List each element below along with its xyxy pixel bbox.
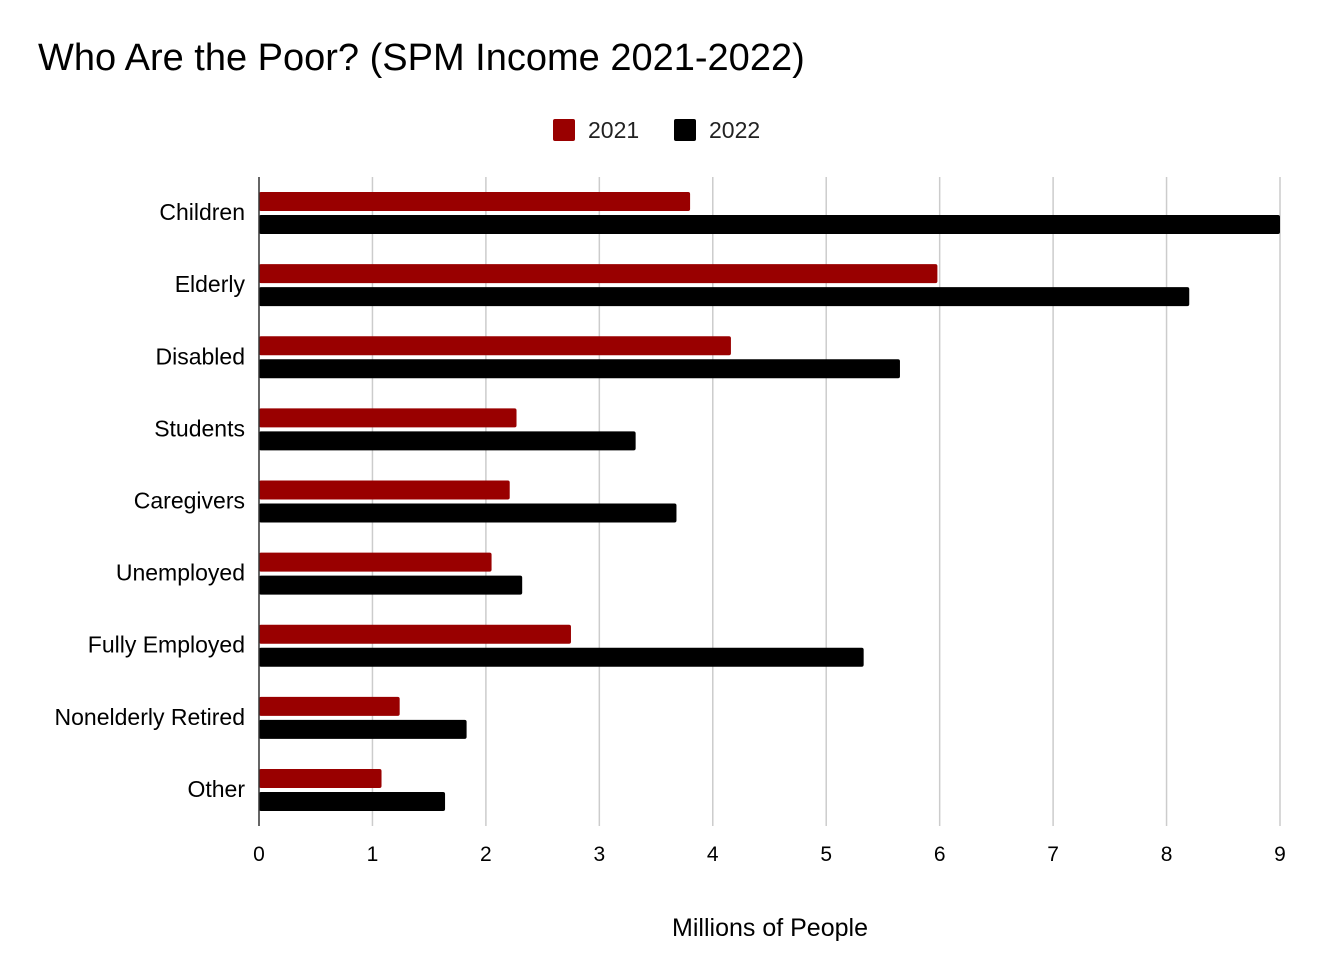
- chart-title: Who Are the Poor? (SPM Income 2021-2022): [38, 37, 805, 79]
- category-label: Fully Employed: [88, 632, 245, 658]
- category-label: Students: [154, 415, 245, 441]
- category-labels: Children Elderly Disabled Students Caregiver…: [55, 199, 246, 802]
- bar-2022-students: [259, 431, 636, 451]
- category-label: Caregivers: [134, 488, 245, 514]
- category-label: Children: [159, 199, 245, 225]
- bar-2022-caregivers: [259, 503, 677, 523]
- bar-2021-elderly: [259, 264, 938, 284]
- x-tick-label: 8: [1161, 843, 1173, 866]
- bar-2021-caregivers: [259, 480, 510, 500]
- legend-item: 2022: [674, 117, 760, 143]
- x-tick-label: 2: [480, 843, 492, 866]
- bar-2022-nonelderly-retired: [259, 719, 467, 739]
- legend-swatch: [674, 119, 696, 141]
- bar-2021-fully-employed: [259, 624, 571, 644]
- x-axis-title: Millions of People: [672, 914, 868, 942]
- bar-2022-elderly: [259, 287, 1190, 307]
- x-tick-label: 6: [934, 843, 946, 866]
- legend-label: 2021: [588, 117, 639, 143]
- bars: [259, 192, 1280, 811]
- bar-2022-unemployed: [259, 575, 523, 595]
- category-label: Disabled: [156, 343, 246, 369]
- x-tick-labels: 0 1 2 3 4 5 6 7 8 9: [253, 843, 1286, 866]
- bar-2021-disabled: [259, 336, 731, 356]
- legend-swatch: [553, 119, 575, 141]
- x-tick-label: 4: [707, 843, 719, 866]
- category-label: Unemployed: [116, 560, 245, 586]
- category-label: Nonelderly Retired: [55, 704, 245, 730]
- bar-2022-children: [259, 215, 1280, 235]
- bar-2021-students: [259, 408, 517, 428]
- bar-2022-other: [259, 791, 446, 811]
- x-tick-label: 7: [1047, 843, 1059, 866]
- category-label: Other: [187, 776, 245, 802]
- x-tick-label: 3: [593, 843, 605, 866]
- legend-label: 2022: [709, 117, 760, 143]
- x-tick-label: 0: [253, 843, 265, 866]
- x-tick-label: 1: [367, 843, 379, 866]
- x-tick-label: 9: [1274, 843, 1286, 866]
- bar-2022-fully-employed: [259, 647, 864, 667]
- x-tick-label: 5: [820, 843, 832, 866]
- legend-item: 2021: [553, 117, 639, 143]
- bar-2022-disabled: [259, 359, 900, 379]
- bar-2021-nonelderly-retired: [259, 696, 400, 716]
- bar-2021-unemployed: [259, 552, 492, 572]
- bar-2021-other: [259, 768, 382, 788]
- category-label: Elderly: [175, 271, 246, 297]
- bar-2021-children: [259, 192, 691, 212]
- gridlines: [371, 177, 1281, 826]
- legend: 2021 2022: [553, 117, 760, 143]
